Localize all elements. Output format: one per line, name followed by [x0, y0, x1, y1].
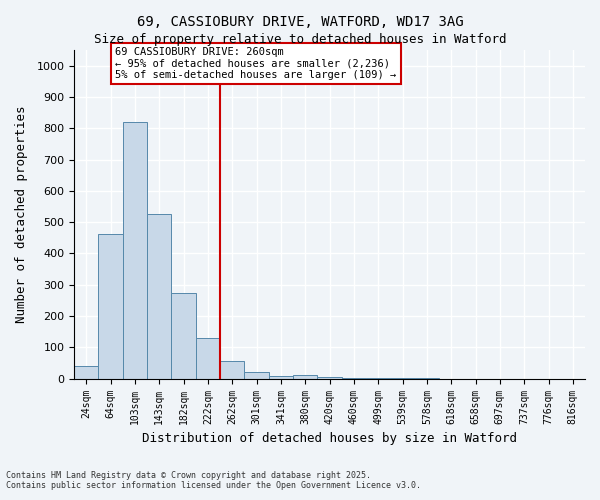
Text: Contains HM Land Registry data © Crown copyright and database right 2025.
Contai: Contains HM Land Registry data © Crown c…	[6, 470, 421, 490]
X-axis label: Distribution of detached houses by size in Watford: Distribution of detached houses by size …	[142, 432, 517, 445]
Bar	[98, 234, 123, 378]
Text: Size of property relative to detached houses in Watford: Size of property relative to detached ho…	[94, 32, 506, 46]
Bar	[147, 214, 172, 378]
Bar	[293, 375, 317, 378]
Bar	[172, 292, 196, 378]
Text: 69 CASSIOBURY DRIVE: 260sqm
← 95% of detached houses are smaller (2,236)
5% of s: 69 CASSIOBURY DRIVE: 260sqm ← 95% of det…	[115, 47, 397, 80]
Bar	[244, 372, 269, 378]
Text: 69, CASSIOBURY DRIVE, WATFORD, WD17 3AG: 69, CASSIOBURY DRIVE, WATFORD, WD17 3AG	[137, 15, 463, 29]
Bar	[269, 376, 293, 378]
Y-axis label: Number of detached properties: Number of detached properties	[15, 106, 28, 323]
Bar	[196, 338, 220, 378]
Bar	[220, 362, 244, 378]
Bar	[123, 122, 147, 378]
Bar	[74, 366, 98, 378]
